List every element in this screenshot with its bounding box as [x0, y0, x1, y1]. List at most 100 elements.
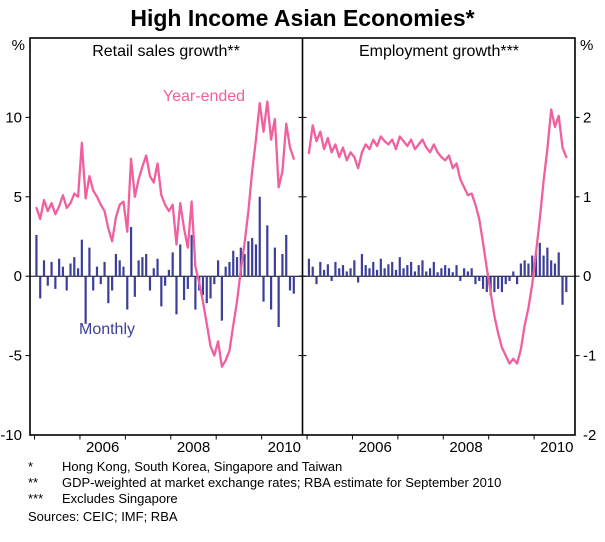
monthly-bar: [141, 257, 144, 277]
monthly-bar: [319, 261, 322, 277]
monthly-bar: [459, 276, 462, 281]
monthly-bar: [122, 266, 125, 277]
monthly-bar: [118, 260, 121, 277]
monthly-bar: [179, 244, 182, 277]
monthly-bar: [531, 255, 534, 277]
monthly-bar: [466, 271, 469, 277]
monthly-bar: [322, 269, 326, 277]
monthly-bar: [557, 252, 560, 277]
monthly-bar: [330, 276, 333, 281]
monthly-bar: [269, 276, 273, 310]
monthly-bar: [307, 258, 311, 277]
monthly-bar: [463, 268, 466, 277]
monthly-bar: [126, 276, 129, 310]
monthly-bar: [485, 276, 488, 293]
monthly-bar: [519, 263, 522, 277]
monthly-bar: [232, 250, 235, 277]
left-axis-unit: %: [11, 37, 25, 54]
year-ended-line: [35, 100, 295, 368]
monthly-bar: [258, 196, 261, 277]
panel-title-retail-sales: Retail sales growth**: [92, 43, 240, 60]
monthly-bar: [129, 226, 133, 277]
monthly-bar: [54, 276, 57, 289]
monthly-bar: [345, 271, 348, 277]
left-axis-label: 5: [14, 189, 22, 206]
monthly-bar: [224, 266, 227, 277]
monthly-bar: [504, 276, 507, 285]
monthly-bar: [145, 253, 148, 277]
monthly-bar: [383, 268, 386, 277]
right-axis-label: -1: [583, 348, 596, 365]
monthly-bar: [92, 276, 95, 291]
monthly-bar: [512, 271, 515, 277]
monthly-bar: [273, 247, 276, 277]
monthly-bar: [542, 255, 545, 277]
monthly-bar: [546, 247, 549, 277]
monthly-bar: [39, 276, 42, 299]
monthly-bar: [201, 276, 205, 296]
monthly-bar: [493, 276, 496, 293]
left-axis-label: -10: [0, 427, 22, 444]
sources-line: Sources: CEIC; IMF; RBA: [28, 509, 178, 524]
monthly-bar: [417, 265, 420, 277]
monthly-bar: [228, 261, 231, 277]
monthly-bar: [251, 238, 254, 277]
footnote-3-marker: ***: [28, 491, 44, 506]
monthly-bar: [565, 276, 568, 293]
monthly-bar: [357, 276, 360, 283]
monthly-bar: [550, 260, 553, 277]
left-axis-label: 10: [5, 109, 22, 126]
monthly-bar: [152, 268, 155, 277]
monthly-bar: [167, 269, 170, 277]
x-axis-year-label: 2006: [358, 439, 391, 455]
monthly-bar: [478, 276, 481, 281]
monthly-bar: [65, 276, 68, 291]
footnote-1-marker: *: [28, 459, 34, 474]
monthly-bar: [148, 276, 152, 291]
footnote-2: ** GDP-weighted at market exchange rates…: [28, 475, 600, 491]
monthly-bar: [538, 242, 541, 277]
left-axis-label: -5: [9, 348, 22, 365]
monthly-bar: [213, 276, 216, 285]
monthly-bar: [277, 276, 280, 328]
monthly-bar: [46, 276, 49, 286]
monthly-bar: [61, 266, 65, 277]
monthly-bar: [220, 276, 223, 321]
monthly-bar: [285, 234, 288, 277]
monthly-bar: [534, 252, 538, 277]
x-axis-year-label: 2006: [86, 439, 119, 455]
monthly-bar: [194, 276, 197, 310]
monthly-bar: [402, 268, 405, 277]
monthly-bar: [553, 263, 557, 277]
monthly-bar: [444, 265, 447, 277]
monthly-bar: [481, 276, 485, 289]
monthly-bar: [292, 276, 295, 294]
monthly-bar: [527, 263, 530, 277]
monthly-bar: [425, 271, 428, 277]
monthly-bar: [175, 276, 178, 315]
monthly-bar: [107, 276, 110, 304]
monthly-bar: [311, 266, 314, 277]
monthly-bar: [410, 261, 413, 277]
monthly-bar: [281, 253, 284, 277]
right-axis-label: -2: [583, 427, 596, 444]
chart-title: High Income Asian Economies*: [130, 5, 475, 31]
monthly-bar: [364, 265, 367, 277]
footnote-3-text: Excludes Singapore: [62, 491, 178, 506]
year-ended-label: Year-ended: [162, 88, 246, 105]
monthly-bar: [508, 276, 511, 281]
monthly-bar: [186, 276, 189, 289]
footnote-2-text: GDP-weighted at market exchange rates; R…: [62, 475, 502, 490]
monthly-bar: [95, 266, 99, 277]
monthly-bar: [190, 234, 193, 277]
monthly-bar: [111, 276, 114, 291]
monthly-bar: [515, 276, 519, 285]
monthly-bar: [474, 276, 477, 285]
monthly-label: Monthly: [78, 321, 136, 338]
monthly-bar: [523, 260, 526, 277]
monthly-bar: [209, 276, 212, 299]
x-axis-year-label: 2008: [449, 439, 482, 455]
monthly-bar: [35, 234, 38, 277]
monthly-bar: [235, 257, 239, 277]
